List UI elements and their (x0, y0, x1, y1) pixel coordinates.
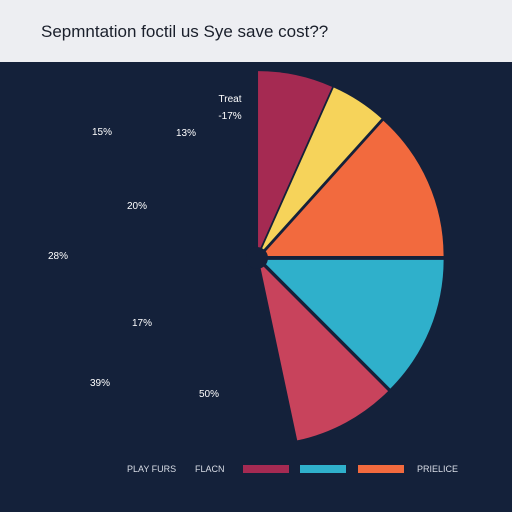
slice-name-label-0: Treat (219, 94, 242, 105)
slice-value-label-2: 20% (127, 201, 147, 212)
pie-center-dot (246, 247, 268, 269)
legend: PLAY FURS FLACN PRIELICE (127, 464, 458, 474)
pie-slice-1 (259, 87, 382, 254)
legend-left-text: PLAY FURS (127, 464, 176, 474)
legend-swatch-1 (300, 465, 346, 473)
pie-slice-4 (259, 262, 389, 441)
outer-label-top: 15% (92, 127, 112, 138)
pie-slice-0 (258, 71, 333, 254)
outer-label-middle: 28% (48, 251, 68, 262)
slice-value-label-0: -17% (218, 111, 241, 122)
legend-items: FLACN (195, 464, 404, 474)
legend-item-label-0: FLACN (195, 464, 225, 474)
legend-swatch-0 (243, 465, 289, 473)
legend-right-text: PRIELICE (417, 464, 458, 474)
slice-value-label-4: 50% (199, 389, 219, 400)
slice-value-label-1: 13% (176, 128, 196, 139)
slice-value-label-3: 17% (132, 318, 152, 329)
legend-swatch-2 (358, 465, 404, 473)
title-band (0, 0, 512, 62)
pie-slice-3 (261, 259, 444, 389)
pie-slice-labels: Treat -17% 13% 20% 17% 50% (127, 94, 242, 400)
pie-slice-2 (261, 120, 444, 256)
chart-title: Sepmntation foctil us Sye save cost?? (41, 22, 329, 41)
pie-slices (258, 71, 444, 441)
outer-label-bottom: 39% (90, 378, 110, 389)
